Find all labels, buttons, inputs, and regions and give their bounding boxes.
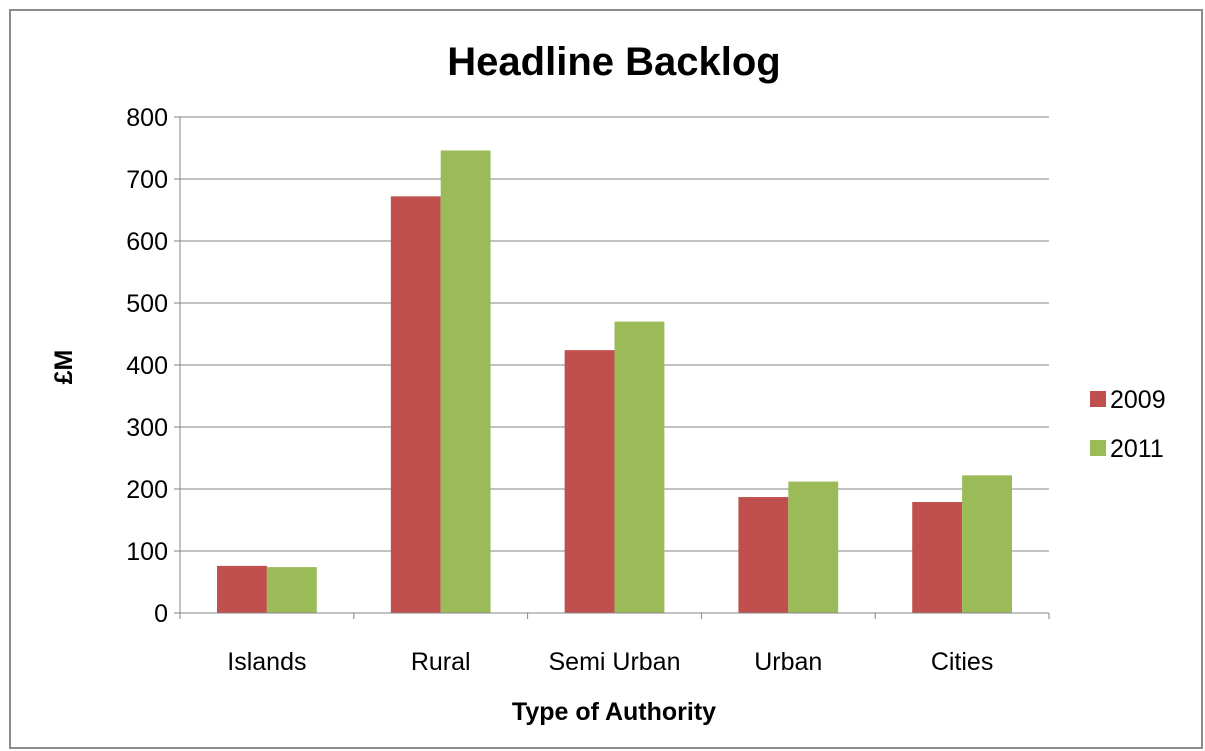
legend-label-2009: 2009: [1110, 386, 1166, 414]
x-tick-label: Islands: [227, 648, 306, 676]
bar-2009-semi-urban: [564, 350, 615, 613]
legend-label-2011: 2011: [1110, 435, 1164, 463]
legend: 2009 2011: [1090, 386, 1166, 463]
chart-title: Headline Backlog: [447, 40, 780, 84]
bar-2009-islands: [217, 565, 267, 613]
bar-2011-islands: [266, 567, 317, 613]
x-tick-label: Semi Urban: [549, 648, 681, 676]
x-axis-label: Type of Authority: [512, 698, 716, 726]
bar-2011-semi-urban: [614, 321, 665, 613]
bar-2011-cities: [962, 475, 1012, 613]
y-tick-label: 400: [126, 352, 168, 380]
y-tick-label: 300: [126, 414, 168, 442]
legend-swatch-2011: [1090, 440, 1106, 456]
y-tick-label: 800: [126, 104, 168, 132]
x-tick-label: Cities: [931, 648, 994, 676]
bars: [217, 150, 1012, 614]
y-tick-label: 100: [126, 538, 168, 566]
bar-2009-cities: [912, 502, 963, 613]
y-tick-label: 0: [154, 600, 168, 628]
y-tick-label: 700: [126, 166, 168, 194]
gridlines: [180, 116, 1049, 552]
bar-2009-rural: [390, 196, 441, 614]
y-tick-label: 600: [126, 228, 168, 256]
axes: [174, 116, 1050, 619]
x-tick-label: Urban: [754, 648, 822, 676]
y-tick-label: 200: [126, 476, 168, 504]
tick-labels: 0 100 200 300 400 500 600 700 800 Islands Rural Sem…: [126, 104, 993, 676]
y-tick-label: 500: [126, 290, 168, 318]
x-tick-label: Rural: [411, 648, 471, 676]
y-axis-label: £M: [50, 350, 78, 385]
legend-swatch-2009: [1090, 391, 1106, 407]
bar-2011-rural: [440, 150, 491, 614]
bar-2011-urban: [788, 481, 839, 613]
bar-2009-urban: [738, 497, 789, 613]
